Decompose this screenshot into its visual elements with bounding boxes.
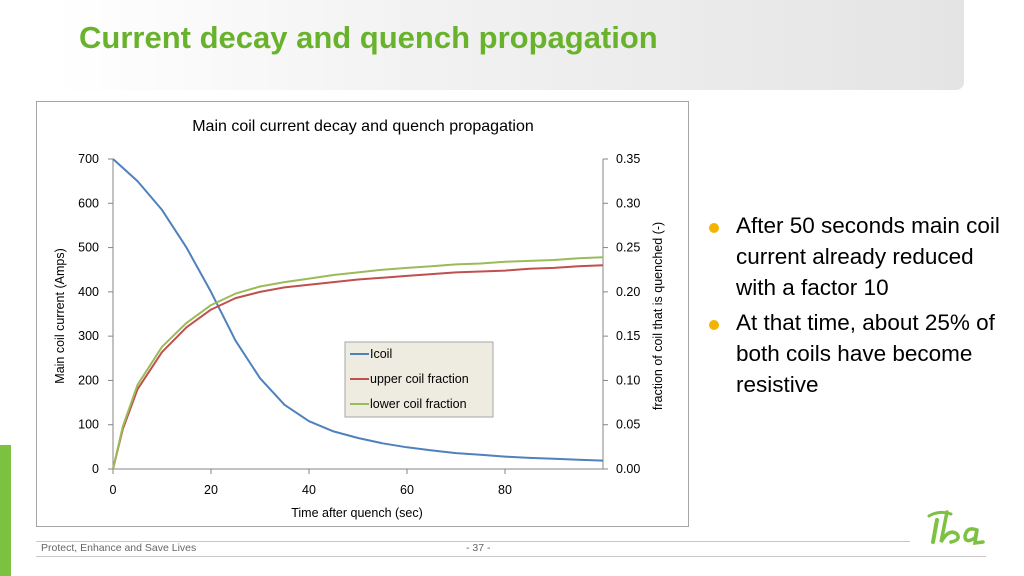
y-tick-label: 400: [78, 285, 99, 299]
legend-box: [344, 341, 494, 418]
footer-divider: [36, 541, 910, 542]
y-tick-label: 700: [78, 152, 99, 166]
title-bar: Current decay and quench propagation: [55, 0, 964, 90]
footer-divider: [36, 556, 986, 557]
x-axis-label: Time after quench (sec): [291, 506, 423, 520]
x-tick-label: 40: [302, 483, 316, 497]
y-axis-label: Main coil current (Amps): [53, 248, 67, 383]
chart-title: Main coil current decay and quench propa…: [192, 118, 534, 135]
bullet-list: After 50 seconds main coil current alrea…: [706, 210, 1016, 404]
y-tick-label: 200: [78, 373, 99, 387]
y2-tick-label: 0.10: [616, 373, 640, 387]
y2-tick-label: 0.20: [616, 285, 640, 299]
line-chart: Main coil current decay and quench propa…: [53, 118, 665, 520]
y-tick-label: 0: [92, 462, 99, 476]
footer-tagline: Protect, Enhance and Save Lives: [41, 542, 197, 554]
x-tick-label: 0: [110, 483, 117, 497]
y2-tick-label: 0.25: [616, 241, 640, 255]
series-line-upper-coil-fraction: [112, 264, 604, 470]
series-line-icoil: [112, 158, 604, 462]
y2-tick-label: 0.05: [616, 418, 640, 432]
y2-tick-label: 0.35: [616, 152, 640, 166]
chart-legend: Icoil upper coil fraction lower coil fract…: [344, 341, 494, 418]
legend-entry: Icoil: [370, 347, 392, 361]
series-line-lower-coil-fraction: [112, 256, 604, 470]
accent-strip: [0, 445, 11, 576]
y-tick-label: 300: [78, 329, 99, 343]
slide-title: Current decay and quench propagation: [79, 20, 658, 55]
page-number: - 37 -: [466, 542, 491, 554]
y2-tick-label: 0.00: [616, 462, 640, 476]
plot-area: [112, 158, 604, 470]
x-tick-label: 20: [204, 483, 218, 497]
y2-tick-label: 0.15: [616, 329, 640, 343]
y-tick-label: 600: [78, 196, 99, 210]
legend-entry: lower coil fraction: [370, 397, 467, 411]
y-tick-label: 100: [78, 418, 99, 432]
chart-frame: Main coil current decay and quench propa…: [36, 101, 689, 527]
y2-tick-label: 0.30: [616, 196, 640, 210]
bullet-item: At that time, about 25% of both coils ha…: [706, 307, 1016, 400]
chart-axes: 01002003004005006007000.000.050.100.150.…: [78, 152, 640, 497]
y-tick-label: 500: [78, 241, 99, 255]
legend-entry: upper coil fraction: [370, 372, 469, 386]
x-tick-label: 80: [498, 483, 512, 497]
bullet-item: After 50 seconds main coil current alrea…: [706, 210, 1016, 303]
y2-axis-label: fraction of coil that is quenched (-): [651, 222, 665, 410]
iba-logo: [927, 510, 985, 546]
x-tick-label: 60: [400, 483, 414, 497]
